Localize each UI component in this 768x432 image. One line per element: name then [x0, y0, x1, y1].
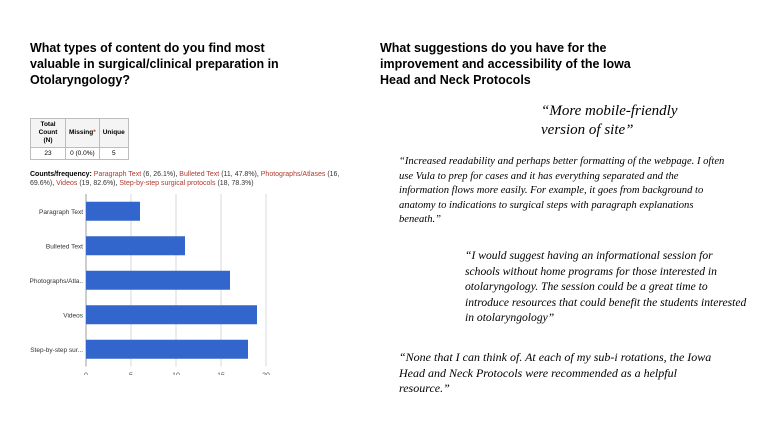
count-item-name: Step-by-step surgical protocols [119, 180, 216, 187]
right-question-heading: What suggestions do you have for the imp… [380, 41, 631, 87]
stats-value-missing: 0 (0.0%) [65, 147, 100, 160]
stats-header-missing: Missing* [65, 118, 100, 148]
category-label: Bulleted Text [46, 243, 83, 250]
stats-header-unique: Unique [98, 118, 129, 148]
count-item-value: (19, 82.6%) [79, 180, 116, 187]
count-item-name: Paragraph Text [93, 171, 142, 178]
count-item-value: (11, 47.8%) [221, 171, 257, 178]
quote-informational-session: “I would suggest having an informational… [465, 249, 747, 324]
x-tick-label: 0 [84, 373, 88, 376]
stats-table: Total Count (N) Missing* Unique 23 0 (0.… [30, 118, 129, 160]
bar [86, 339, 248, 359]
category-label: Videos [63, 312, 84, 319]
quote-mobile-friendly: “More mobile-friendly version of site” [541, 103, 678, 138]
x-tick-label: 5 [129, 373, 133, 376]
x-tick-label: 10 [172, 373, 180, 376]
bar [86, 270, 230, 290]
counts-label: Counts/frequency: [30, 171, 92, 178]
category-label: Paragraph Text [39, 209, 83, 216]
bar [86, 305, 257, 325]
missing-asterisk: * [93, 129, 96, 136]
stats-value-unique: 5 [98, 147, 129, 160]
count-item-name: Videos [56, 180, 78, 187]
category-label: Step-by-step sur... [30, 347, 83, 354]
bar [86, 201, 140, 221]
x-tick-label: 15 [217, 373, 225, 376]
stats-header-total: Total Count (N) [30, 118, 66, 148]
quote-readability: “Increased readability and perhaps bette… [399, 156, 725, 225]
stats-value-total: 23 [30, 147, 66, 160]
count-item-name: Bulleted Text [179, 171, 220, 178]
bar [86, 236, 185, 256]
counts-frequency-line: Counts/frequency: Paragraph Text (6, 26.… [30, 171, 340, 187]
count-item-name: Photographs/Atlases [260, 171, 326, 178]
content-type-bar-chart: 0 5 10 15 20 Paragraph Text Bulleted Text Photo… [30, 194, 270, 376]
count-item-value: (18, 78.3%) [217, 180, 254, 187]
count-item-value: (16, 69.6%) [30, 171, 340, 187]
x-tick-label: 20 [262, 373, 270, 376]
quote-none: “None that I can think of. At each of my… [399, 350, 712, 395]
category-label: Photographs/Atla.. [30, 278, 84, 285]
count-item-value: (6, 26.1%) [143, 171, 176, 178]
left-question-heading: What types of content do you find most v… [30, 41, 279, 87]
